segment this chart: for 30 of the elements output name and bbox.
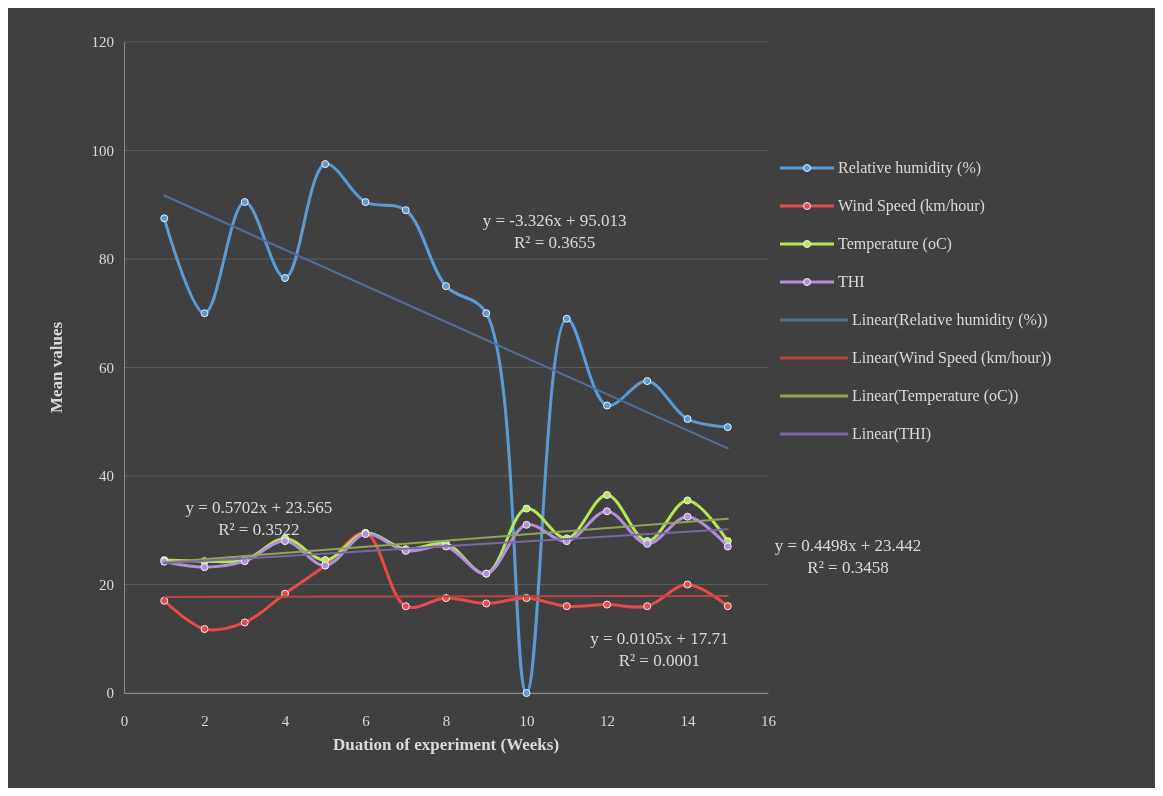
y-tick-label: 60 [99, 359, 114, 376]
y-tick-label: 20 [99, 576, 114, 593]
legend-label: Temperature (oC) [838, 235, 952, 253]
annotation: y = 0.0105x + 17.71 R² = 0.0001 [590, 629, 729, 671]
y-tick-label: 0 [106, 685, 114, 702]
x-axis-title: Duation of experiment (Weeks) [332, 735, 560, 754]
x-tick-label: 2 [201, 712, 209, 729]
x-tick-label: 4 [281, 712, 290, 729]
x-tick-label: 16 [761, 712, 777, 729]
y-tick-label: 40 [99, 468, 114, 485]
legend-label: THI [838, 273, 865, 290]
y-tick-label: 120 [91, 34, 114, 51]
legend-label: Linear(THI) [852, 425, 932, 443]
legend-label: Linear(Relative humidity (%)) [852, 311, 1048, 329]
annotation: y = 0.5702x + 23.565 R² = 0.3522 [185, 498, 333, 540]
legend-label: Relative humidity (%) [838, 159, 982, 177]
x-tick-label: 6 [362, 712, 371, 729]
x-tick-label: 0 [120, 712, 129, 729]
y-tick-label: 80 [99, 251, 114, 268]
legend-label: Linear(Temperature (oC)) [852, 387, 1019, 405]
x-tick-label: 10 [519, 712, 535, 729]
y-tick-label: 100 [91, 142, 114, 159]
x-tick-label: 14 [680, 712, 696, 729]
x-tick-label: 8 [442, 712, 451, 729]
x-tick-label: 12 [600, 712, 615, 729]
annotation: y = -3.326x + 95.013 R² = 0.3655 [482, 210, 627, 252]
legend-label: Linear(Wind Speed (km/hour)) [852, 349, 1052, 367]
text: y = 0.4498x + 23.442 R² = 0.3458 [774, 536, 922, 578]
y-axis-title: Mean values [47, 321, 66, 414]
legend-label: Wind Speed (km/hour) [838, 197, 985, 215]
